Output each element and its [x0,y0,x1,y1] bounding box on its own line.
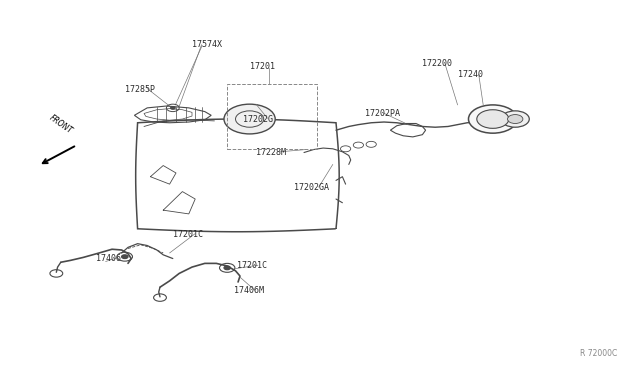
Text: 17201C: 17201C [237,262,267,270]
Text: FRONT: FRONT [47,113,74,136]
Text: 17251: 17251 [486,113,511,122]
Text: 17574X: 17574X [192,40,222,49]
Text: R 72000C: R 72000C [580,349,618,358]
Bar [227,84,317,149]
Circle shape [477,110,509,128]
Text: 17202GA: 17202GA [294,183,330,192]
Text: 17202PA: 17202PA [365,109,400,118]
Circle shape [170,106,175,109]
Text: 17201: 17201 [250,62,275,71]
Text: 17406: 17406 [96,254,121,263]
Text: 17240: 17240 [458,70,483,79]
Circle shape [501,111,529,127]
Circle shape [468,105,517,133]
Text: 17201C: 17201C [173,230,203,239]
Circle shape [122,255,128,259]
Text: 172200: 172200 [422,59,452,68]
Text: 17406M: 17406M [234,286,264,295]
Circle shape [508,115,523,124]
Circle shape [224,104,275,134]
Text: 17285P: 17285P [125,85,155,94]
Circle shape [224,266,230,270]
Text: 17228M: 17228M [256,148,286,157]
Text: 17202G: 17202G [243,115,273,124]
